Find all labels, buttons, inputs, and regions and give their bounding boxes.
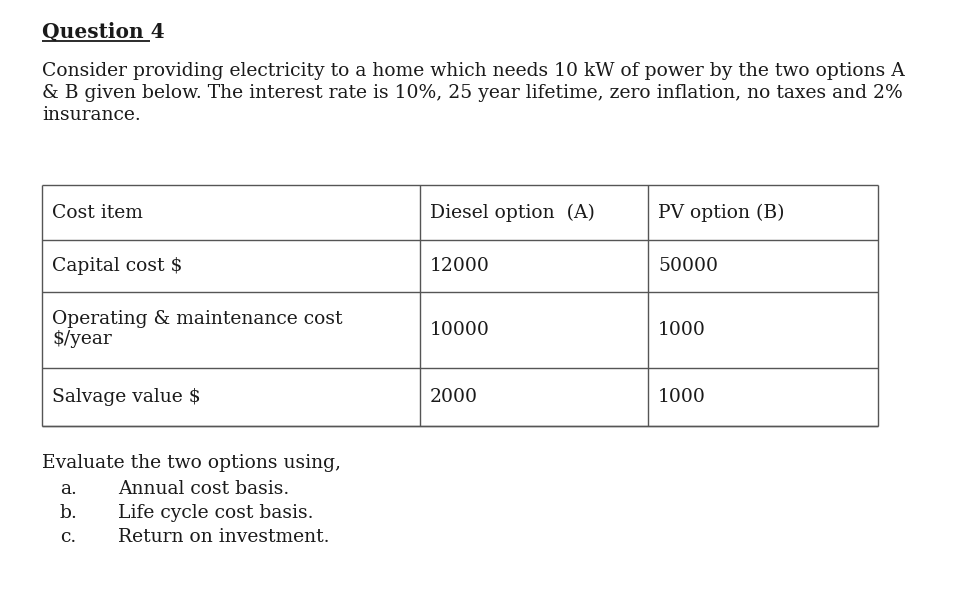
Text: Question 4: Question 4 bbox=[42, 22, 165, 42]
Text: Operating & maintenance cost: Operating & maintenance cost bbox=[52, 310, 343, 328]
Text: Life cycle cost basis.: Life cycle cost basis. bbox=[118, 504, 314, 522]
Text: Evaluate the two options using,: Evaluate the two options using, bbox=[42, 454, 341, 472]
Text: a.: a. bbox=[60, 480, 76, 498]
Text: 50000: 50000 bbox=[658, 257, 718, 275]
Text: Cost item: Cost item bbox=[52, 204, 143, 222]
Text: 12000: 12000 bbox=[430, 257, 490, 275]
Text: Salvage value $: Salvage value $ bbox=[52, 388, 200, 406]
Text: & B given below. The interest rate is 10%, 25 year lifetime, zero inflation, no : & B given below. The interest rate is 10… bbox=[42, 84, 903, 102]
Text: Annual cost basis.: Annual cost basis. bbox=[118, 480, 289, 498]
Text: 10000: 10000 bbox=[430, 321, 490, 339]
Text: Capital cost $: Capital cost $ bbox=[52, 257, 182, 275]
Text: PV option (B): PV option (B) bbox=[658, 203, 784, 222]
Text: 1000: 1000 bbox=[658, 321, 706, 339]
Text: Return on investment.: Return on investment. bbox=[118, 528, 329, 546]
Text: c.: c. bbox=[60, 528, 76, 546]
Text: 1000: 1000 bbox=[658, 388, 706, 406]
Text: Consider providing electricity to a home which needs 10 kW of power by the two o: Consider providing electricity to a home… bbox=[42, 62, 905, 80]
Text: $/year: $/year bbox=[52, 330, 111, 348]
Text: 2000: 2000 bbox=[430, 388, 478, 406]
Text: insurance.: insurance. bbox=[42, 106, 140, 124]
Text: b.: b. bbox=[60, 504, 77, 522]
Text: Diesel option  (A): Diesel option (A) bbox=[430, 203, 595, 222]
